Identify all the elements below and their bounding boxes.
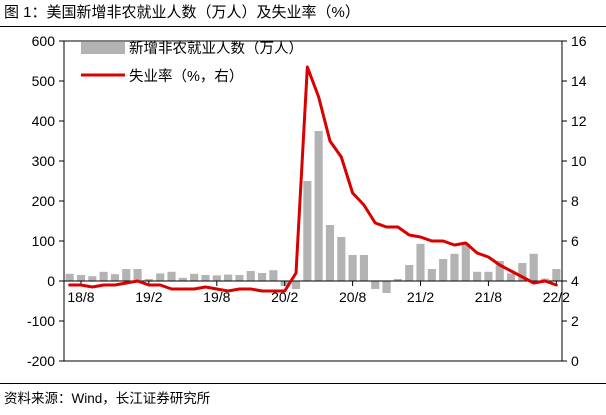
bar-19/9 — [224, 274, 233, 281]
x-tick-label-20/8: 20/8 — [339, 289, 366, 305]
bar-20/6 — [325, 225, 335, 281]
x-tick-label-18/8: 18/8 — [67, 289, 94, 305]
bar-20/10 — [371, 281, 380, 289]
source-note: 资料来源：Wind，长江证券研究所 — [4, 391, 211, 406]
left-tick-label-0: 0 — [47, 273, 55, 289]
bar-19/12 — [257, 273, 267, 281]
left-tick-label-100: 100 — [32, 233, 56, 249]
bar-18/9 — [88, 276, 97, 281]
bar-20/7 — [337, 237, 346, 281]
right-tick-label-0: 0 — [571, 353, 579, 369]
bar-19/11 — [246, 271, 255, 281]
bar-18/11 — [110, 274, 120, 281]
x-tick-label-19/2: 19/2 — [135, 289, 162, 305]
left-tick-label--200: -200 — [27, 353, 55, 369]
bar-20/12 — [393, 279, 402, 281]
right-axis-ticks: 0 2 4 6 8 10 12 14 16 — [562, 33, 587, 369]
bar-19/4 — [167, 271, 176, 281]
bar-21/6 — [461, 243, 470, 281]
bar-21/2 — [416, 243, 425, 281]
bar-18/10 — [99, 271, 108, 281]
x-tick-label-20/2: 20/2 — [271, 289, 298, 305]
bar-21/9 — [495, 261, 504, 281]
bar-19/5 — [178, 277, 187, 281]
bar-21/5 — [450, 253, 459, 281]
bar-19/1 — [133, 269, 142, 281]
bar-21/4 — [439, 259, 448, 281]
legend: 新增非农就业人数（万人） 失业率（%，右） — [81, 40, 303, 85]
bar-20/5 — [314, 131, 323, 281]
x-tick-label-21/8: 21/8 — [475, 289, 502, 305]
plot-area — [63, 40, 563, 362]
bar-21/3 — [427, 269, 436, 281]
right-tick-label-2: 2 — [571, 313, 579, 329]
left-axis-ticks: -200 -100 0 100 200 300 400 500 600 — [27, 33, 64, 369]
right-tick-label-4: 4 — [571, 273, 579, 289]
bar-21/12 — [529, 253, 538, 281]
right-tick-label-16: 16 — [571, 33, 587, 49]
right-tick-label-8: 8 — [571, 193, 579, 209]
right-tick-label-10: 10 — [571, 153, 587, 169]
chart: -200 -100 0 100 200 300 400 500 600 0 2 4 6 8 10 12 14 1… — [27, 33, 587, 369]
bar-20/4 — [303, 181, 312, 281]
bar-18/7 — [65, 273, 74, 281]
right-tick-label-12: 12 — [571, 113, 587, 129]
bar-21/8 — [484, 271, 493, 281]
left-tick-label-400: 400 — [32, 113, 56, 129]
bar-22/2 — [552, 269, 561, 281]
bar-19/8 — [212, 275, 221, 281]
bar-19/10 — [235, 275, 244, 281]
bar-20/9 — [359, 255, 369, 281]
bar-21/1 — [405, 265, 414, 281]
legend-line-label: 失业率（%，右） — [129, 68, 243, 85]
bar-20/3 — [291, 281, 301, 289]
unemployment-rate-line — [68, 65, 558, 293]
bar-18/12 — [122, 269, 131, 281]
bar-20/11 — [382, 281, 391, 293]
legend-bar-swatch — [81, 42, 125, 54]
source-divider — [0, 383, 606, 384]
bar-20/8 — [348, 255, 357, 281]
right-tick-label-6: 6 — [571, 233, 579, 249]
x-axis-labels: 18/8 19/2 19/8 20/2 20/8 21/2 21/8 22/2 — [67, 289, 570, 305]
left-tick-label-300: 300 — [32, 153, 56, 169]
x-tick-label-22/2: 22/2 — [543, 289, 570, 305]
bar-19/2 — [144, 279, 153, 281]
right-tick-label-14: 14 — [571, 73, 587, 89]
bar-18/8 — [76, 275, 86, 281]
title-divider — [0, 26, 606, 27]
left-tick-label-500: 500 — [32, 73, 56, 89]
left-tick-label--100: -100 — [27, 313, 55, 329]
x-tick-label-19/8: 19/8 — [203, 289, 230, 305]
x-tick-label-21/2: 21/2 — [407, 289, 434, 305]
bar-19/6 — [190, 273, 199, 281]
bar-21/7 — [473, 271, 482, 281]
bar-series — [65, 131, 561, 293]
bar-19/7 — [201, 275, 210, 281]
bar-21/11 — [518, 263, 527, 281]
bar-20/1 — [269, 270, 278, 281]
legend-bar-label: 新增非农就业人数（万人） — [129, 40, 303, 57]
bar-21/10 — [506, 273, 516, 281]
left-tick-label-200: 200 — [32, 193, 56, 209]
figure-title: 图 1：美国新增非农就业人数（万人）及失业率（%） — [4, 4, 360, 21]
left-tick-label-600: 600 — [32, 33, 56, 49]
bar-19/3 — [156, 273, 165, 281]
